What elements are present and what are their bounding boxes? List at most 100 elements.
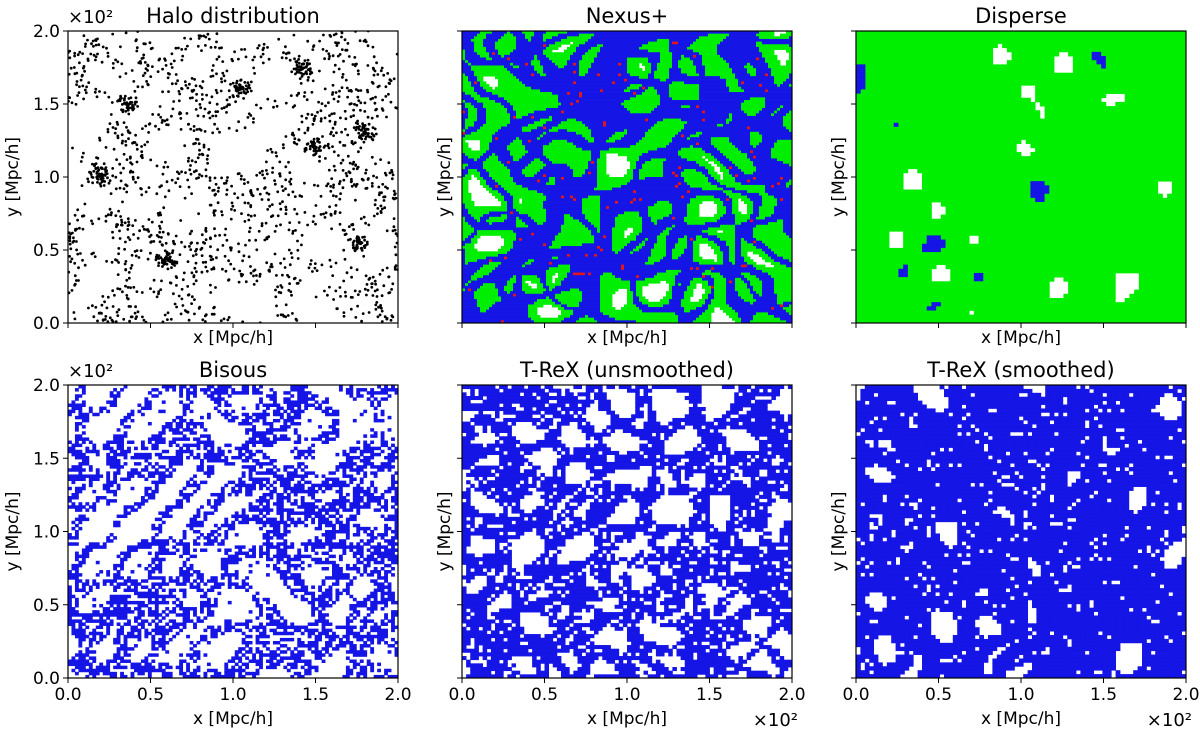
halo-point <box>222 106 226 110</box>
cell-filament <box>705 86 709 90</box>
cell-wall <box>714 38 718 43</box>
halo-point <box>298 279 302 282</box>
cell-wall <box>789 84 792 88</box>
cell-filament <box>615 52 619 56</box>
cell-filament <box>591 97 595 101</box>
cell-wall <box>762 52 766 56</box>
cell-filament <box>714 100 718 104</box>
halo-point <box>252 274 255 278</box>
cell-wall <box>750 68 754 72</box>
cell-filament <box>558 76 562 80</box>
cell-filament <box>657 92 661 96</box>
halo-point <box>209 236 212 240</box>
halo-point <box>141 74 145 77</box>
halo-point <box>202 145 206 149</box>
cell-filament <box>630 81 634 85</box>
cell-wall <box>747 100 751 104</box>
cell-filament <box>576 49 580 53</box>
halo-point <box>284 178 288 182</box>
cell-filament <box>594 97 598 101</box>
cell-wall <box>519 94 523 98</box>
cell-filament <box>714 105 718 109</box>
halo-point <box>357 131 361 135</box>
cell-filament <box>741 76 745 80</box>
cell-wall <box>489 65 493 69</box>
cell-filament <box>747 31 751 35</box>
cell-filament <box>651 57 655 61</box>
cell-wall <box>666 65 670 69</box>
cell-filament <box>750 92 754 96</box>
halo-point <box>306 68 310 72</box>
cell-filament <box>519 62 523 66</box>
cell-wall <box>627 70 631 74</box>
cell-filament <box>615 68 619 72</box>
cell-wall <box>657 41 661 45</box>
cell-wall <box>660 41 664 45</box>
cell-wall <box>783 73 787 77</box>
cell-filament <box>501 100 505 104</box>
halo-point <box>143 143 147 147</box>
cell-wall <box>480 97 484 101</box>
halo-point <box>344 294 348 298</box>
cell-wall <box>552 105 556 109</box>
halo-point <box>212 188 216 192</box>
cell-wall <box>720 36 724 40</box>
cell-wall <box>516 65 520 69</box>
cell-wall <box>528 105 532 109</box>
cell-wall <box>654 100 658 104</box>
halo-point <box>120 220 124 224</box>
cell-wall <box>732 76 736 80</box>
cell-wall <box>762 33 766 37</box>
halo-point <box>152 290 156 294</box>
halo-point <box>280 286 284 289</box>
cell-filament <box>690 57 694 61</box>
halo-point <box>326 293 329 297</box>
halo-point <box>200 174 204 178</box>
cell-filament <box>786 89 790 93</box>
halo-point <box>276 190 280 194</box>
cell-wall <box>684 105 688 109</box>
cell-wall <box>744 100 748 104</box>
cell-filament <box>588 31 592 35</box>
cell-wall <box>636 62 640 66</box>
cell-filament <box>621 94 625 98</box>
halo-point <box>130 264 134 267</box>
cell-filament <box>684 44 688 48</box>
halo-point <box>241 320 245 323</box>
halo-point <box>209 245 212 249</box>
cell-wall <box>780 36 784 40</box>
cell-filament <box>753 60 757 64</box>
cell-filament <box>603 92 607 96</box>
cell-filament <box>516 52 520 56</box>
halo-point <box>364 187 368 190</box>
cell-filament <box>651 54 655 58</box>
cell-filament <box>600 38 604 43</box>
halo-point <box>337 67 341 71</box>
cell-filament <box>561 100 565 104</box>
cell-filament <box>615 73 619 77</box>
cell-filament <box>513 60 517 64</box>
halo-point <box>302 95 306 98</box>
halo-point <box>362 126 366 130</box>
cell-filament <box>522 54 526 58</box>
plot-area <box>68 31 398 323</box>
halo-point <box>139 249 143 253</box>
cell-wall <box>543 33 547 37</box>
cell-filament <box>543 41 547 45</box>
halo-point <box>347 225 351 229</box>
cell-wall <box>525 31 529 35</box>
cell-filament <box>771 94 775 98</box>
cell-filament <box>663 86 667 90</box>
cell-wall <box>504 41 508 45</box>
cell-wall <box>486 73 490 77</box>
cell-wall <box>726 70 730 74</box>
halo-point <box>118 237 122 240</box>
halo-point <box>160 261 164 264</box>
cell-filament <box>744 62 748 66</box>
cell-filament <box>516 31 520 35</box>
cell-filament <box>720 54 724 58</box>
halo-point <box>186 86 190 90</box>
cell-wall <box>528 33 532 37</box>
cell-filament <box>474 60 478 64</box>
halo-point <box>380 320 384 323</box>
